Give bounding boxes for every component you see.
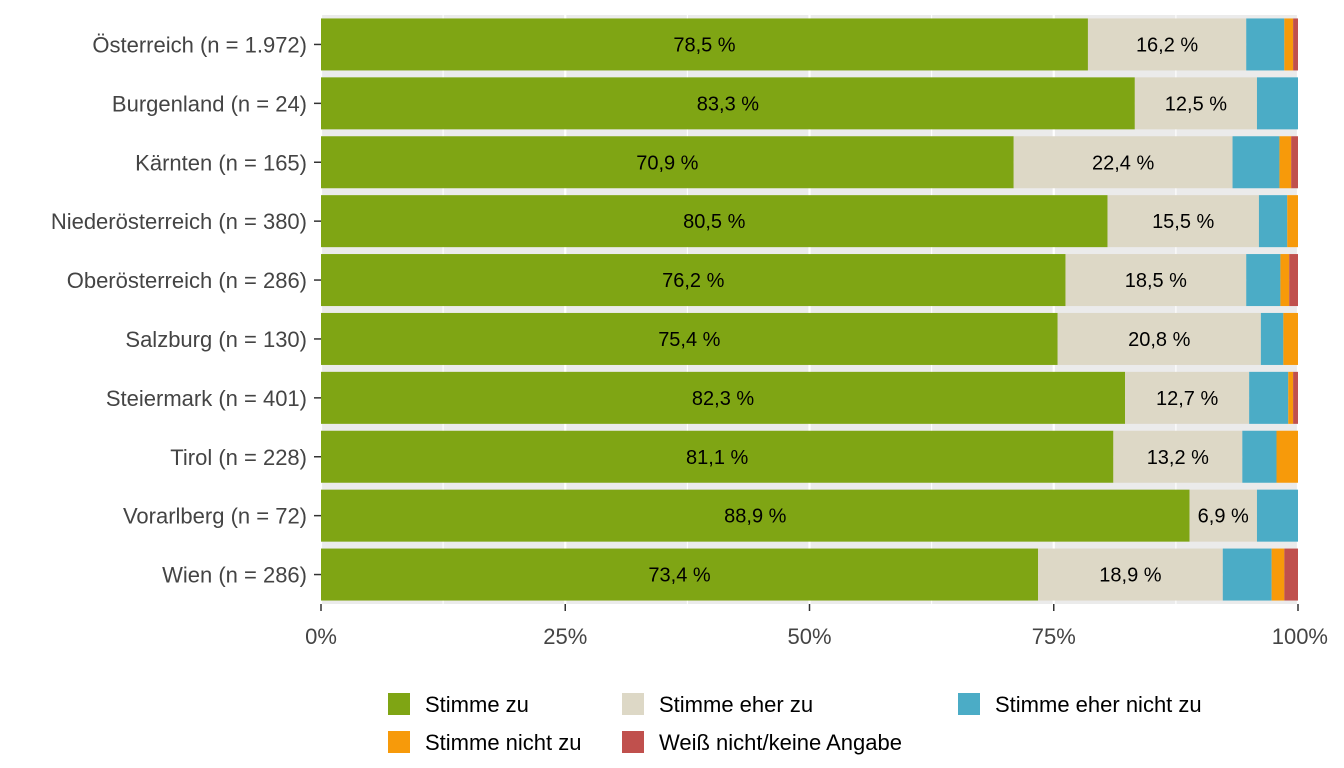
legend-swatch <box>622 731 644 753</box>
data-label: 22,4 % <box>1092 152 1154 174</box>
bar-segment <box>1289 254 1298 307</box>
legend-swatch <box>622 693 644 715</box>
bar-segment <box>321 371 1126 424</box>
x-tick-label: 25% <box>543 624 587 649</box>
legend-label: Stimme eher zu <box>659 692 813 717</box>
bar-segment <box>1280 254 1290 307</box>
legend-label: Stimme nicht zu <box>425 730 582 755</box>
data-label: 18,9 % <box>1099 565 1161 587</box>
data-label: 12,7 % <box>1156 388 1218 410</box>
bar-segment <box>1242 430 1277 483</box>
category-label: Burgenland (n = 24) <box>112 91 307 116</box>
category-label: Wien (n = 286) <box>162 563 307 588</box>
data-label: 6,9 % <box>1198 506 1249 528</box>
bar-segment <box>1249 371 1289 424</box>
bar-segment <box>1134 77 1257 130</box>
bar-segment <box>321 254 1066 307</box>
bar-segment <box>1222 548 1272 601</box>
bar-segment <box>1189 489 1257 542</box>
category-label: Steiermark (n = 401) <box>106 386 307 411</box>
category-label: Salzburg (n = 130) <box>125 327 307 352</box>
bar-segment <box>1293 371 1298 424</box>
x-tick-label: 75% <box>1032 624 1076 649</box>
data-label: 80,5 % <box>683 211 745 233</box>
bar-segment <box>1125 371 1250 424</box>
x-tick-label: 0% <box>305 624 337 649</box>
bar-segment <box>1113 430 1243 483</box>
bar-segment <box>1013 136 1233 189</box>
legend-swatch <box>388 693 410 715</box>
data-label: 82,3 % <box>692 388 754 410</box>
data-label: 83,3 % <box>697 93 759 115</box>
x-axis: 0% 25% 50% 75% 100% <box>305 604 1328 649</box>
x-tick-label: 100% <box>1272 624 1328 649</box>
category-labels: Österreich (n = 1.972) Burgenland (n = 24… <box>51 32 321 588</box>
x-tick-label: 50% <box>787 624 831 649</box>
bar-segment <box>1279 136 1292 189</box>
data-label: 81,1 % <box>686 447 748 469</box>
data-label: 78,5 % <box>673 34 735 56</box>
bar-segment <box>321 195 1108 248</box>
bar-segment <box>1246 254 1281 307</box>
data-label: 12,5 % <box>1165 93 1227 115</box>
bar-segment <box>321 77 1135 130</box>
data-label: 70,9 % <box>636 152 698 174</box>
data-label: 13,2 % <box>1147 447 1209 469</box>
bar-segment <box>321 312 1058 365</box>
data-label: 20,8 % <box>1128 329 1190 351</box>
bar-segment <box>321 18 1088 71</box>
bar-segment <box>1291 136 1298 189</box>
data-label: 18,5 % <box>1125 270 1187 292</box>
category-label: Österreich (n = 1.972) <box>92 32 307 57</box>
legend-label: Weiß nicht/keine Angabe <box>659 730 902 755</box>
category-label: Tirol (n = 228) <box>170 445 307 470</box>
category-label: Vorarlberg (n = 72) <box>123 504 307 529</box>
data-label: 73,4 % <box>648 565 710 587</box>
legend: Stimme zu Stimme eher zu Stimme eher nicht… <box>388 692 1202 755</box>
bar-segment <box>1107 195 1259 248</box>
bar-segment <box>321 489 1190 542</box>
bar-segment <box>321 430 1114 483</box>
bar-segment <box>1246 18 1285 71</box>
category-label: Kärnten (n = 165) <box>135 150 307 175</box>
bar-segment <box>1288 371 1294 424</box>
bar-segment <box>1287 195 1298 248</box>
bar-segment <box>1283 312 1298 365</box>
legend-label: Stimme eher nicht zu <box>995 692 1202 717</box>
bar-segment <box>1038 548 1223 601</box>
category-label: Oberösterreich (n = 286) <box>67 268 307 293</box>
bars: 78,5 % 16,2 % 83,3 % 12,5 % 70,9 % 22,4 % 80,5… <box>321 18 1298 601</box>
data-label: 76,2 % <box>662 270 724 292</box>
bar-segment <box>1271 548 1285 601</box>
bar-segment <box>1284 548 1298 601</box>
bar-segment <box>1065 254 1247 307</box>
bar-segment <box>1258 195 1288 248</box>
data-label: 75,4 % <box>658 329 720 351</box>
data-label: 88,9 % <box>724 506 786 528</box>
data-label: 16,2 % <box>1136 34 1198 56</box>
bar-segment <box>1256 489 1298 542</box>
legend-label: Stimme zu <box>425 692 529 717</box>
bar-segment <box>1260 312 1284 365</box>
bar-segment <box>1087 18 1247 71</box>
legend-swatch <box>388 731 410 753</box>
category-label: Niederösterreich (n = 380) <box>51 209 307 234</box>
bar-segment <box>1057 312 1261 365</box>
bar-segment <box>321 548 1039 601</box>
bar-segment <box>321 136 1014 189</box>
bar-segment <box>1232 136 1280 189</box>
legend-swatch <box>958 693 980 715</box>
bar-segment <box>1284 18 1294 71</box>
data-label: 15,5 % <box>1152 211 1214 233</box>
bar-segment <box>1256 77 1298 130</box>
bar-segment <box>1293 18 1298 71</box>
bar-segment <box>1276 430 1298 483</box>
